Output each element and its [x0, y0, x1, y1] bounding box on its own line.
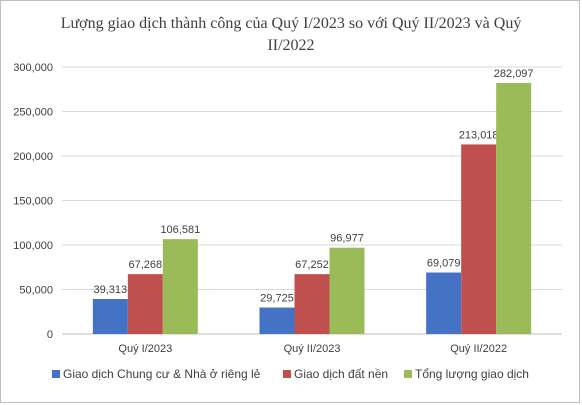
- y-tick-label: 100,000: [13, 240, 53, 252]
- legend-swatch: [283, 370, 291, 378]
- data-label: 213,018: [459, 129, 499, 141]
- legend-label: Tổng lượng giao dịch: [415, 367, 529, 381]
- data-label: 39,313: [94, 284, 128, 296]
- legend-label: Giao dịch Chung cư & Nhà ở riêng lẻ: [63, 367, 261, 381]
- bar: [162, 239, 198, 334]
- bar: [426, 272, 462, 334]
- x-tick-label: Quý II/2023: [284, 343, 341, 355]
- bar: [496, 82, 532, 334]
- data-label: 67,268: [129, 259, 163, 271]
- y-tick-label: 250,000: [13, 107, 53, 119]
- x-tick-label: Quý I/2023: [118, 343, 172, 355]
- data-label: 96,977: [330, 233, 364, 245]
- y-tick-label: 300,000: [13, 62, 53, 74]
- data-label: 67,252: [295, 259, 329, 271]
- bar: [259, 307, 295, 334]
- bar: [294, 274, 330, 334]
- bar: [461, 144, 497, 334]
- y-tick-label: 150,000: [13, 196, 53, 208]
- data-label: 106,581: [160, 224, 200, 236]
- chart-title: Lượng giao dịch thành công của Quý I/202…: [60, 15, 522, 54]
- legend-swatch: [52, 370, 60, 378]
- bar: [92, 299, 128, 334]
- bar: [127, 274, 163, 334]
- data-label: 69,079: [427, 258, 461, 270]
- data-label: 29,725: [260, 293, 294, 305]
- x-tick-label: Quý II/2022: [450, 343, 507, 355]
- legend-label: Giao dịch đất nền: [294, 367, 388, 381]
- legend-swatch: [404, 370, 412, 378]
- y-tick-label: 0: [47, 329, 53, 341]
- y-tick-label: 50,000: [19, 285, 53, 297]
- y-tick-label: 200,000: [13, 151, 53, 163]
- data-label: 282,097: [494, 68, 534, 80]
- bar: [329, 247, 365, 334]
